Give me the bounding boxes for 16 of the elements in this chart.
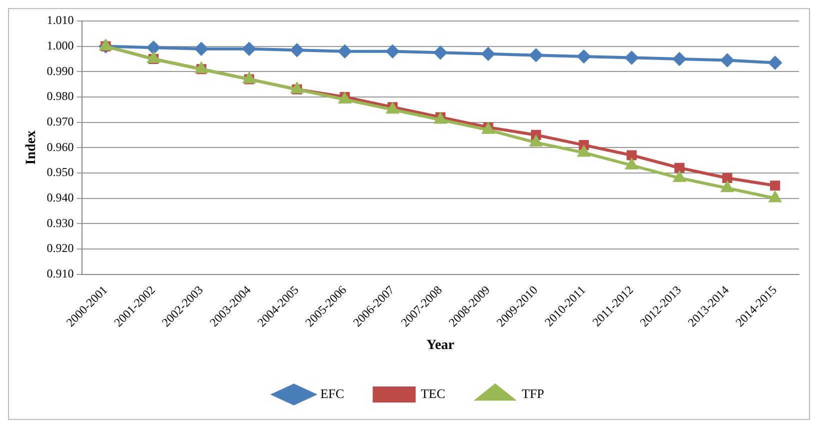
- legend-label: EFC: [320, 386, 344, 401]
- y-tick-label: 1.010: [46, 13, 74, 28]
- y-tick-label: 0.920: [46, 241, 74, 256]
- y-tick-label: 0.990: [46, 64, 74, 78]
- x-axis-title: Year: [426, 338, 454, 354]
- y-tick-label: 0.930: [46, 216, 74, 230]
- y-tick-label: 0.980: [46, 89, 74, 104]
- y-tick-label: 0.970: [46, 114, 74, 128]
- y-tick-label: 0.910: [46, 266, 74, 280]
- y-tick-label: 1.000: [46, 38, 74, 52]
- legend-label: TFP: [522, 386, 544, 401]
- y-tick-label: 0.950: [46, 165, 74, 180]
- y-tick-label: 0.940: [46, 190, 74, 204]
- legend-label: TEC: [420, 386, 446, 401]
- y-tick-label: 0.960: [46, 140, 74, 154]
- y-axis-title: Index: [24, 130, 40, 165]
